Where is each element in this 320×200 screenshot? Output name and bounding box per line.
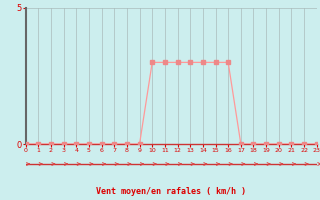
- Text: Vent moyen/en rafales ( km/h ): Vent moyen/en rafales ( km/h ): [96, 187, 246, 196]
